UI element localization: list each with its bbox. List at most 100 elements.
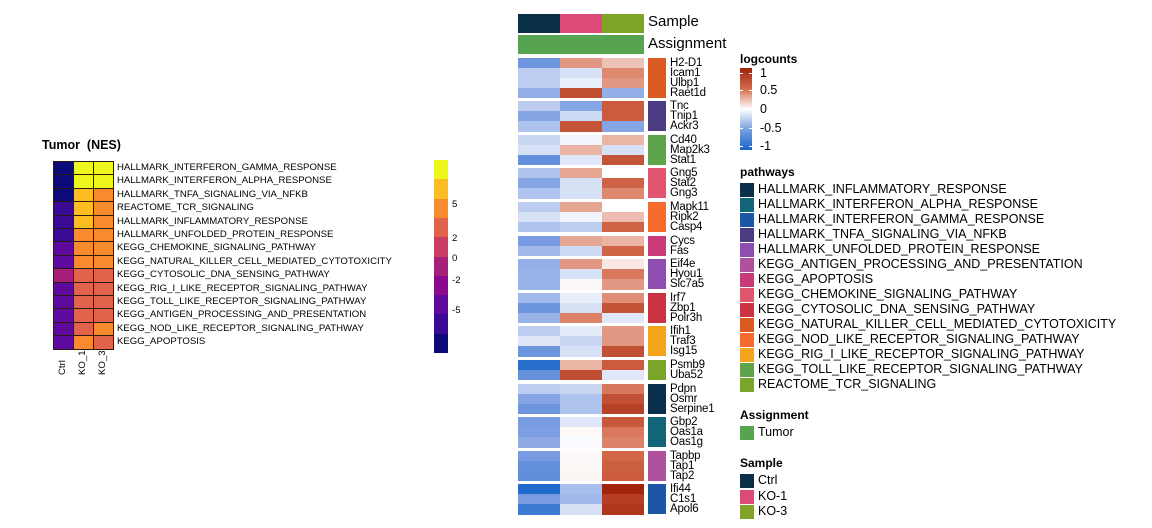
gene-label: Ifih1 (670, 325, 691, 338)
logcounts-cell (560, 279, 602, 290)
nes-column-label: KO_1 (77, 350, 88, 375)
nes-row-label: KEGG_CHEMOKINE_SIGNALING_PATHWAY (117, 242, 317, 254)
nes-legend-tick: -2 (452, 275, 461, 286)
pathways-legend-swatch (740, 258, 754, 272)
gene-label: Eif4e (670, 258, 696, 271)
nes-cell (93, 174, 114, 189)
logcounts-cell (518, 178, 560, 189)
assignment-legend-swatch (740, 426, 754, 440)
nes-cell (93, 308, 114, 323)
logcounts-cell (560, 359, 602, 371)
logcounts-cell (518, 269, 560, 280)
sample-legend-title: Sample (740, 456, 783, 470)
logcounts-cell (518, 470, 560, 482)
gene-label: Stat2 (670, 177, 696, 190)
nes-legend-band (434, 333, 448, 354)
gene-label: Oas1g (670, 436, 703, 449)
gene-label: Psmb9 (670, 358, 705, 371)
gene-label: Osmr (670, 392, 698, 405)
logcounts-cell (518, 336, 560, 347)
pathway-annotation-bar (648, 417, 666, 448)
nes-cell (53, 214, 74, 229)
logcounts-cell (518, 460, 560, 472)
logcounts-cell (518, 450, 560, 462)
logcounts-cell (602, 121, 644, 132)
pathways-legend-swatch (740, 363, 754, 377)
logcounts-cell (602, 178, 644, 189)
gene-label: Apol6 (670, 503, 699, 516)
pathway-annotation-bar (648, 57, 666, 98)
nes-cell (73, 161, 94, 176)
logcounts-cell (560, 188, 602, 199)
logcounts-legend-tick: -0.5 (760, 121, 782, 135)
gene-label: Traf3 (670, 335, 696, 348)
pathways-legend-title: pathways (740, 165, 795, 179)
logcounts-cell (518, 221, 560, 233)
sample-legend-swatch (740, 505, 754, 519)
logcounts-cell (560, 245, 602, 256)
nes-cell (73, 214, 94, 229)
nes-cell (93, 335, 114, 350)
logcounts-cell (560, 393, 602, 404)
pathway-annotation-bar (648, 259, 666, 290)
pathways-legend-swatch (740, 198, 754, 212)
logcounts-cell (560, 302, 602, 314)
logcounts-cell (602, 369, 644, 381)
nes-legend-band (434, 198, 448, 219)
nes-cell (93, 228, 114, 243)
pathways-legend-label: REACTOME_TCR_SIGNALING (758, 377, 937, 391)
logcounts-cell (518, 111, 560, 122)
nes-row-label: HALLMARK_INTERFERON_ALPHA_RESPONSE (117, 175, 332, 187)
sample-legend-label: Ctrl (758, 473, 778, 487)
pathway-annotation-bar (648, 101, 666, 132)
nes-cell (53, 321, 74, 337)
logcounts-cell (602, 403, 644, 414)
pathway-annotation-bar (648, 484, 666, 515)
nes-cell (73, 281, 94, 296)
gene-label: Gng5 (670, 167, 698, 180)
logcounts-cell (602, 211, 644, 223)
pathways-legend-label: HALLMARK_INTERFERON_GAMMA_RESPONSE (758, 212, 1045, 226)
logcounts-tick-mark (749, 146, 752, 147)
logcounts-tick-mark (749, 109, 752, 110)
logcounts-cell (560, 312, 602, 324)
logcounts-cell (602, 302, 644, 314)
logcounts-cell (518, 77, 560, 88)
logcounts-cell (518, 427, 560, 438)
nes-cell (53, 228, 74, 243)
assignment-legend-title: Assignment (740, 408, 809, 422)
logcounts-cell (518, 346, 560, 357)
nes-cell (73, 321, 94, 337)
nes-legend-band (434, 256, 448, 277)
logcounts-cell (602, 57, 644, 68)
logcounts-cell (602, 77, 644, 88)
logcounts-cell (602, 269, 644, 280)
nes-cell (73, 268, 94, 283)
logcounts-cell (518, 134, 560, 146)
logcounts-cell (602, 484, 644, 495)
nes-cell (93, 187, 114, 203)
logcounts-cell (602, 235, 644, 246)
logcounts-cell (560, 494, 602, 505)
logcounts-cell (518, 437, 560, 448)
pathway-annotation-bar (648, 201, 666, 232)
logcounts-cell (518, 279, 560, 290)
pathways-legend-swatch (740, 183, 754, 197)
logcounts-cell (518, 87, 560, 98)
logcounts-cell (560, 437, 602, 448)
logcounts-cell (560, 121, 602, 132)
nes-cell (53, 201, 74, 216)
logcounts-cell (518, 417, 560, 428)
nes-column-label: KO_3 (97, 350, 108, 375)
nes-cell (73, 174, 94, 189)
logcounts-cell (560, 259, 602, 270)
logcounts-cell (518, 188, 560, 199)
nes-column-label: Ctrl (57, 359, 68, 375)
logcounts-cell (518, 326, 560, 337)
logcounts-cell (560, 221, 602, 233)
logcounts-cell (602, 111, 644, 122)
logcounts-cell (518, 259, 560, 270)
logcounts-cell (602, 437, 644, 448)
logcounts-tick-mark (749, 128, 752, 129)
logcounts-cell (602, 292, 644, 304)
